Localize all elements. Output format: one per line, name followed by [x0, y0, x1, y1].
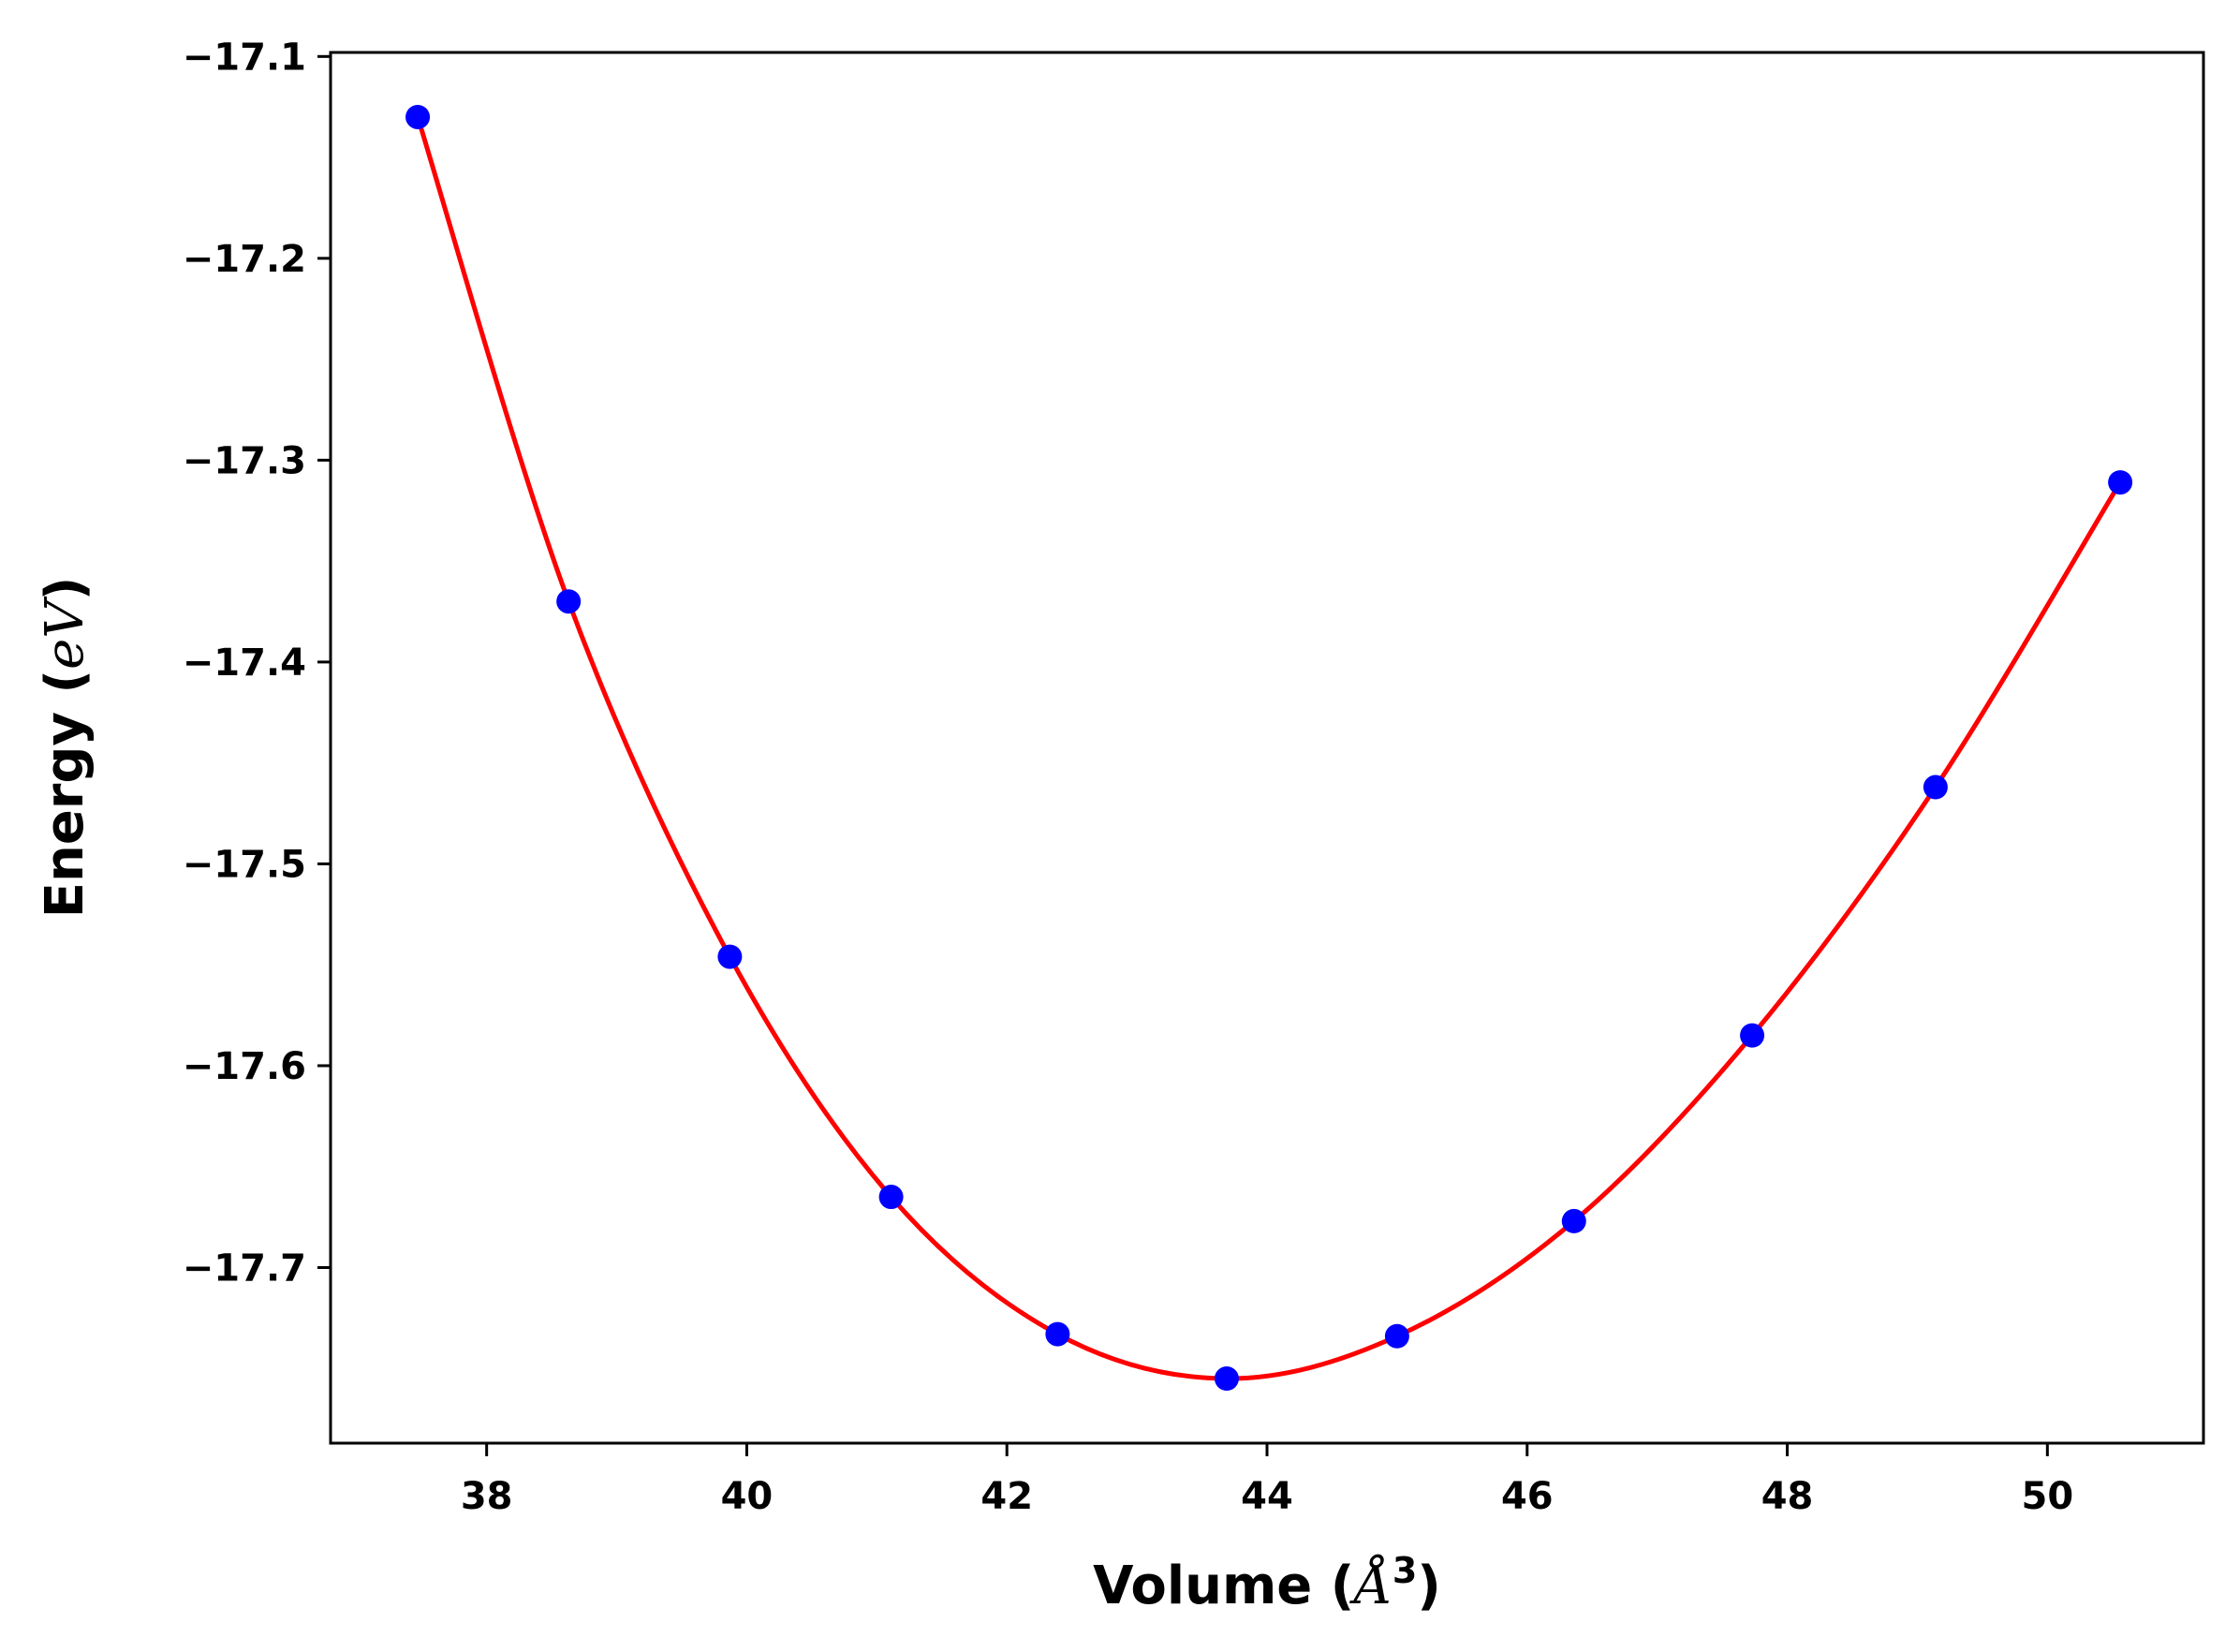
x-tick-label: 46 — [1501, 1475, 1554, 1518]
fit-curve-line — [415, 114, 2123, 1381]
y-tick-label: −17.4 — [183, 642, 306, 685]
y-axis-ticks: −17.7 −17.6 −17.5 −17.4 −17.3 −17.2 −17.1 — [183, 36, 331, 1290]
data-point — [1740, 1023, 1765, 1048]
y-tick-label: −17.5 — [183, 843, 306, 886]
y-tick-label: −17.6 — [183, 1045, 306, 1088]
x-axis-label: Volume (Å3) — [1093, 1550, 1441, 1616]
data-points-layer — [405, 104, 2133, 1392]
x-axis-label-unit: Å — [1348, 1554, 1392, 1616]
x-axis-label-suffix: ) — [1417, 1556, 1441, 1616]
y-tick-label: −17.2 — [183, 238, 306, 281]
x-axis-label-prefix: Volume ( — [1093, 1556, 1354, 1616]
y-axis-label-unit: eV — [35, 596, 96, 670]
y-tick-label: −17.3 — [183, 439, 306, 482]
data-point — [717, 944, 743, 969]
data-point — [556, 589, 582, 614]
data-point — [1561, 1208, 1586, 1233]
data-point — [2108, 470, 2133, 495]
y-axis-label-prefix: Energy ( — [35, 670, 96, 918]
data-point — [878, 1185, 904, 1210]
y-tick-label: −17.1 — [183, 36, 306, 79]
x-axis-ticks: 38 40 42 44 46 48 50 — [461, 1443, 2073, 1518]
x-tick-label: 42 — [980, 1475, 1033, 1518]
data-point — [1214, 1366, 1239, 1392]
data-point — [1923, 774, 1948, 800]
x-axis-label-exponent: 3 — [1392, 1550, 1417, 1591]
y-axis-label-suffix: ) — [35, 577, 96, 601]
x-tick-label: 48 — [1761, 1475, 1814, 1518]
x-tick-label: 50 — [2021, 1475, 2073, 1518]
plot-area — [331, 52, 2203, 1443]
data-point — [405, 104, 431, 129]
x-tick-label: 40 — [721, 1475, 774, 1518]
data-point — [1384, 1323, 1409, 1349]
x-tick-label: 38 — [461, 1475, 513, 1518]
fit-curve-layer — [415, 114, 2123, 1381]
x-tick-label: 44 — [1241, 1475, 1293, 1518]
y-tick-label: −17.7 — [183, 1246, 306, 1290]
y-axis-label: Energy (eV) — [35, 577, 96, 919]
data-point — [1045, 1321, 1070, 1347]
